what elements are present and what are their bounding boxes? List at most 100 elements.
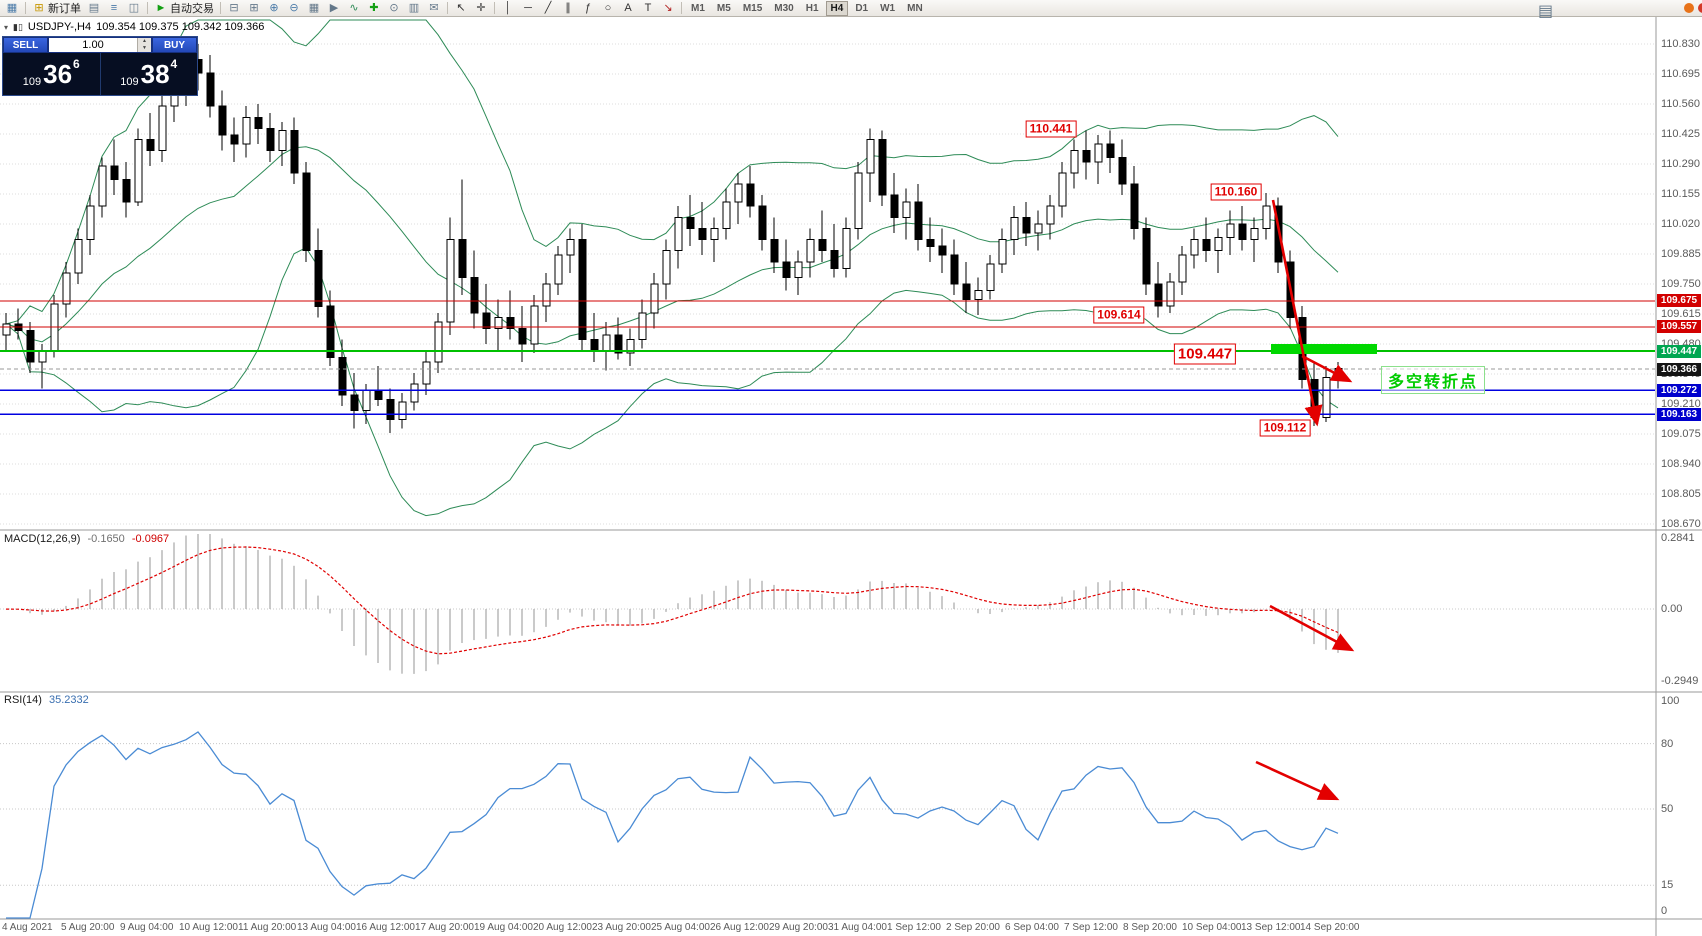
price-axis-label: 109.885 xyxy=(1661,248,1701,260)
shapes-icon: ○ xyxy=(604,1,612,14)
rsi-line xyxy=(6,731,1339,919)
sell-button[interactable]: SELL xyxy=(3,37,48,53)
auto-scroll-icon: ▶ xyxy=(329,1,339,14)
volume-input[interactable] xyxy=(49,39,137,51)
vertical-line-button[interactable]: │ xyxy=(499,1,517,16)
timeframe-h1-button[interactable]: H1 xyxy=(805,2,819,14)
price-callout-109.447[interactable]: 109.447 xyxy=(1173,343,1237,365)
toolbar-separator xyxy=(447,2,448,14)
cursor-icon: ↖ xyxy=(456,1,466,14)
timeframe-w1-button[interactable]: W1 xyxy=(880,2,896,14)
volume-field: ▲ ▼ xyxy=(48,37,152,53)
price-tag-109.557: 109.557 xyxy=(1657,320,1701,333)
volume-decrease-button[interactable]: ▼ xyxy=(137,45,151,52)
label-button[interactable]: T xyxy=(639,1,657,16)
buy-button[interactable]: BUY xyxy=(152,37,197,53)
timeframe-mn-button[interactable]: MN xyxy=(907,2,923,14)
mail-icon: ✉ xyxy=(429,1,439,14)
time-axis-label: 4 Aug 2021 xyxy=(2,922,53,933)
grid-toggle-button[interactable]: ▦ xyxy=(305,1,323,16)
status-dot-icon xyxy=(1684,3,1694,13)
price-axis-label: 110.695 xyxy=(1661,68,1700,80)
volume-increase-button[interactable]: ▲ xyxy=(137,38,151,45)
market-watch-icon: ≡ xyxy=(110,1,118,14)
timeframe-m5-button[interactable]: M5 xyxy=(716,2,731,14)
macd-label: MACD(12,26,9) -0.1650 -0.0967 xyxy=(4,533,169,545)
buy-price-display[interactable]: 109 38 4 xyxy=(101,53,198,95)
data-window-button[interactable]: ◫ xyxy=(125,1,143,16)
green-zone-rectangle[interactable] xyxy=(1271,344,1377,354)
turning-point-note[interactable]: 多空转折点 xyxy=(1381,366,1486,394)
indicators-button[interactable]: ∿ xyxy=(345,1,363,16)
time-axis-label: 5 Aug 20:00 xyxy=(61,922,115,933)
autotrading-button[interactable]: ► 自动交易 xyxy=(152,1,216,16)
price-axis-label: 110.560 xyxy=(1661,98,1700,110)
time-axis-label: 14 Sep 20:00 xyxy=(1300,922,1360,933)
timeframe-h4-button[interactable]: H4 xyxy=(825,0,849,16)
red-arrow xyxy=(1301,354,1353,383)
new-chart-button[interactable]: ▦ xyxy=(3,1,21,16)
sell-price-display[interactable]: 109 36 6 xyxy=(3,53,100,95)
cursor-button[interactable]: ↖ xyxy=(452,1,470,16)
new-order-button[interactable]: ⊞ 新订单 xyxy=(30,1,83,16)
arrows-button[interactable]: ↘ xyxy=(659,1,677,16)
add-indicator-button[interactable]: ✚ xyxy=(365,1,383,16)
price-axis-label: 108.805 xyxy=(1661,488,1701,500)
price-axis[interactable] xyxy=(1656,17,1702,936)
timeframe-m15-button[interactable]: M15 xyxy=(742,2,763,14)
crosshair-button[interactable]: ✛ xyxy=(472,1,490,16)
channel-button[interactable]: ∥ xyxy=(559,1,577,16)
macd-signal-line xyxy=(5,546,1339,655)
price-axis-label: 109.075 xyxy=(1661,428,1701,440)
bollinger-bands xyxy=(5,19,1339,517)
rsi-axis-label: 50 xyxy=(1661,803,1674,815)
print-icon[interactable]: ▤ xyxy=(1538,3,1554,20)
template-button[interactable]: ▥ xyxy=(405,1,423,16)
price-axis-label: 109.615 xyxy=(1661,308,1701,320)
shapes-button[interactable]: ○ xyxy=(599,1,617,16)
auto-scroll-button[interactable]: ▶ xyxy=(325,1,343,16)
vertical-line-icon: │ xyxy=(504,1,512,14)
zoom-in-button[interactable]: ⊕ xyxy=(265,1,283,16)
price-callout-109.614[interactable]: 109.614 xyxy=(1093,306,1145,324)
fibonacci-button[interactable]: ƒ xyxy=(579,1,597,16)
timeframe-m30-button[interactable]: M30 xyxy=(774,2,794,14)
price-callout-110.160[interactable]: 110.160 xyxy=(1210,183,1262,201)
collapse-caret-icon[interactable]: ▾ xyxy=(4,22,9,32)
rsi-axis-label: 0 xyxy=(1661,905,1668,917)
toolbar: ▦ ⊞ 新订单 ▤ ≡ ◫ ► 自动交易 ⊟ ⊞ ⊕ ⊖ ▦ ▶ ∿ ✚ ⊙ ▥ ✉ ↖ ✛ │ ─ ╱ ∥ ƒ ○ A T ↘ M1 M5 M… xyxy=(0,0,1702,20)
mail-button[interactable]: ✉ xyxy=(425,1,443,16)
zoom-out-button[interactable]: ⊖ xyxy=(285,1,303,16)
symbol-ohlc: 109.354 109.375 109.342 109.366 xyxy=(96,21,265,33)
text-button[interactable]: A xyxy=(619,1,637,16)
sell-price-big: 36 xyxy=(43,59,73,89)
trend-arrows[interactable] xyxy=(1255,199,1355,801)
tile-horizontal-button[interactable]: ⊟ xyxy=(225,1,243,16)
timeframe-m1-button[interactable]: M1 xyxy=(691,2,705,14)
trendline-button[interactable]: ╱ xyxy=(539,1,557,16)
time-axis-label: 31 Aug 04:00 xyxy=(828,922,887,933)
rsi-name: RSI(14) xyxy=(4,694,42,706)
time-axis-label: 10 Aug 12:00 xyxy=(179,922,238,933)
horizontal-line-icon: ─ xyxy=(524,1,532,14)
price-callout-110.441[interactable]: 110.441 xyxy=(1025,120,1077,138)
time-axis-label: 25 Aug 04:00 xyxy=(651,922,710,933)
period-button[interactable]: ⊙ xyxy=(385,1,403,16)
timeframe-d1-button[interactable]: D1 xyxy=(855,2,869,14)
horizontal-lines[interactable] xyxy=(0,300,1655,415)
macd-axis-label: -0.2949 xyxy=(1661,675,1699,687)
price-tag-109.272: 109.272 xyxy=(1657,384,1701,397)
price-callout-109.112[interactable]: 109.112 xyxy=(1259,419,1311,437)
chart-profile-button[interactable]: ▤ xyxy=(85,1,103,16)
one-click-trade-panel: SELL ▲ ▼ BUY 109 36 6 109 38 4 xyxy=(2,36,198,96)
bollinger-upper-line xyxy=(5,19,1339,325)
tile-vertical-button[interactable]: ⊞ xyxy=(245,1,263,16)
buy-price-main: 109 xyxy=(120,76,139,88)
market-watch-button[interactable]: ≡ xyxy=(105,1,123,16)
time-axis-label: 8 Sep 20:00 xyxy=(1123,922,1177,933)
fibonacci-icon: ƒ xyxy=(584,1,592,14)
horizontal-line-button[interactable]: ─ xyxy=(519,1,537,16)
